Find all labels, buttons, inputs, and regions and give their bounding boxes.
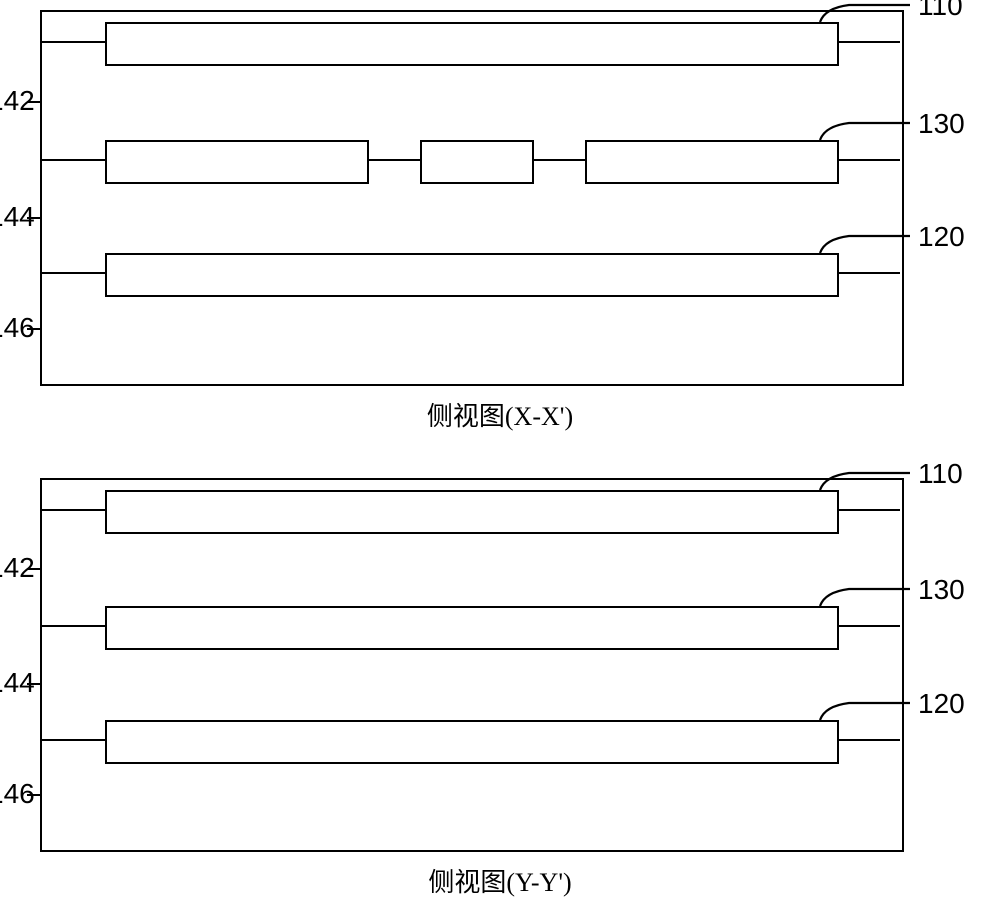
label-142-yy: 142 <box>0 552 35 584</box>
lead-120-yy <box>815 698 915 738</box>
label-130-yy: 130 <box>918 574 965 606</box>
figure-yy: 110 130 120 142 144 146 侧视图(Y-Y') <box>0 0 1000 902</box>
container-yy <box>40 478 904 852</box>
conn-left-130-yy <box>42 625 105 627</box>
conn-right-130-yy <box>837 625 900 627</box>
label-146-yy: 146 <box>0 778 35 810</box>
label-110-yy: 110 <box>918 458 963 490</box>
conn-left-110-yy <box>42 509 105 511</box>
label-120-yy: 120 <box>918 688 965 720</box>
bar-110-yy <box>105 490 839 534</box>
conn-right-110-yy <box>837 509 900 511</box>
bar-120-yy <box>105 720 839 764</box>
conn-right-120-yy <box>837 739 900 741</box>
bar-130-yy <box>105 606 839 650</box>
lead-130-yy <box>815 584 915 624</box>
lead-110-yy <box>815 468 915 508</box>
label-144-yy: 144 <box>0 667 35 699</box>
caption-yy: 侧视图(Y-Y') <box>0 862 1000 899</box>
page: 110 130 120 142 144 146 侧视图(X-X') <box>0 0 1000 902</box>
conn-left-120-yy <box>42 739 105 741</box>
